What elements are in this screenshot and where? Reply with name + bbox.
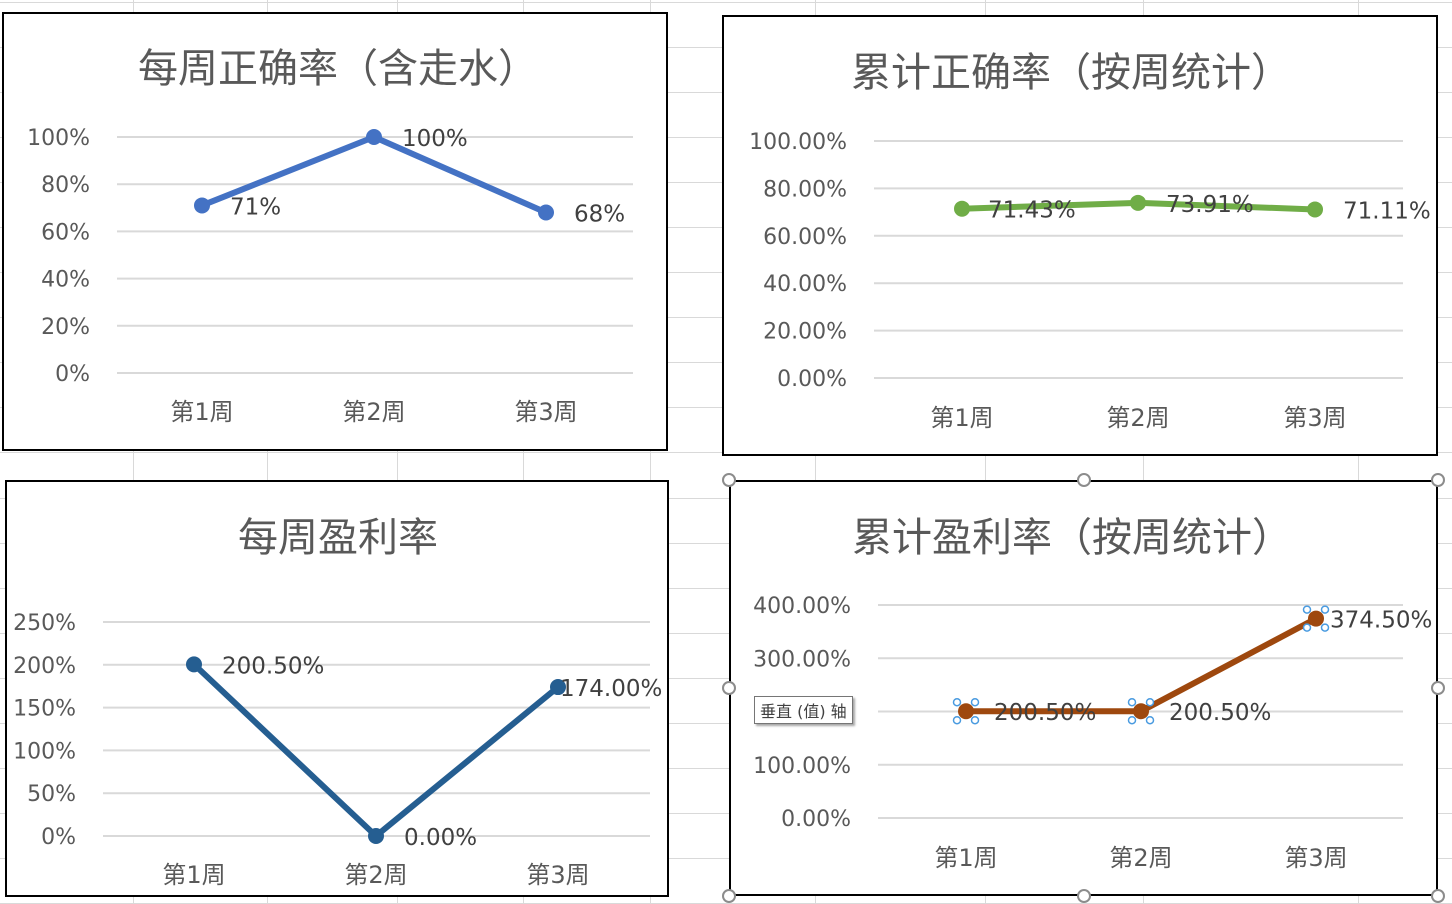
y-tick-label: 60% — [41, 220, 90, 245]
data-label: 0.00% — [404, 825, 477, 851]
data-point-marker[interactable] — [550, 679, 566, 696]
y-tick-label: 150% — [13, 697, 76, 722]
y-tick-label: 250% — [13, 611, 76, 636]
data-label: 200.50% — [994, 700, 1096, 726]
chart-resize-handle[interactable] — [1431, 681, 1445, 695]
data-label: 174.00% — [560, 676, 662, 702]
data-label: 200.50% — [1169, 700, 1271, 726]
point-selection-handle[interactable] — [1127, 715, 1137, 725]
y-tick-label: 0.00% — [777, 367, 847, 392]
point-selection-handle[interactable] — [952, 715, 962, 725]
data-point-marker[interactable] — [186, 656, 202, 673]
x-category-label: 第1周 — [162, 861, 225, 889]
point-selection-handle[interactable] — [952, 697, 962, 707]
chart-resize-handle[interactable] — [1076, 473, 1091, 487]
data-point-marker[interactable] — [1308, 610, 1324, 627]
data-point-marker[interactable] — [366, 129, 382, 145]
chart-plot: 累计正确率（按周统计） 0.00% 20.00% 40.00% 60.00% 80.00%… — [749, 50, 1431, 432]
x-category-label: 第2周 — [1106, 404, 1169, 432]
chart-resize-handle[interactable] — [722, 681, 736, 695]
chart-title[interactable]: 每周盈利率 — [238, 515, 438, 561]
y-tick-label: 200% — [13, 654, 76, 679]
x-category-label: 第1周 — [170, 398, 233, 426]
y-tick-label: 40% — [41, 268, 90, 293]
y-tick-label: 40.00% — [763, 272, 847, 297]
data-point-marker[interactable] — [954, 200, 970, 217]
data-point-marker[interactable] — [1307, 201, 1323, 218]
point-selection-handle[interactable] — [1145, 697, 1155, 707]
chart-title[interactable]: 每周正确率（含走水） — [138, 46, 538, 92]
x-category-label: 第3周 — [514, 398, 577, 426]
y-tick-label: 0% — [55, 362, 90, 387]
data-label: 73.91% — [1166, 192, 1254, 218]
chart-plot: 每周盈利率 0% 50% 100% 150% 200% 250% 第1周 第2周 第3周 200.5… — [13, 515, 662, 889]
data-point-marker[interactable] — [538, 204, 554, 221]
chart-resize-handle[interactable] — [1076, 889, 1091, 903]
y-tick-label: 400.00% — [753, 594, 851, 619]
y-tick-label: 300.00% — [753, 647, 851, 672]
y-tick-label: 20% — [41, 315, 90, 340]
x-category-label: 第2周 — [342, 398, 405, 426]
data-label: 71% — [230, 194, 281, 220]
y-tick-label: 20.00% — [763, 320, 847, 345]
chart-cumulative-profit[interactable]: 累计盈利率（按周统计）0.00%100.00%200.00%300.00%400… — [729, 480, 1438, 896]
chart-title[interactable]: 累计盈利率（按周统计） — [852, 515, 1292, 561]
point-selection-handle[interactable] — [1127, 697, 1137, 707]
chart-resize-handle[interactable] — [722, 473, 736, 487]
data-label: 71.43% — [988, 198, 1076, 224]
y-tick-label: 80.00% — [763, 177, 847, 202]
y-tick-label: 50% — [27, 782, 76, 807]
data-label: 68% — [574, 202, 625, 228]
chart-weekly-profit[interactable]: 每周盈利率 0% 50% 100% 150% 200% 250% 第1周 第2周 第3周 200.5… — [5, 480, 669, 897]
y-tick-label: 0.00% — [781, 807, 851, 832]
data-point-marker[interactable] — [194, 197, 210, 214]
point-selection-handle[interactable] — [970, 715, 980, 725]
x-category-label: 第2周 — [1109, 844, 1172, 872]
y-tick-label: 0% — [41, 825, 76, 850]
y-tick-label: 100.00% — [753, 754, 851, 779]
data-label: 71.11% — [1343, 198, 1431, 224]
data-label: 100% — [402, 126, 468, 152]
x-category-label: 第3周 — [526, 861, 589, 889]
chart-cumulative-accuracy[interactable]: 累计正确率（按周统计） 0.00% 20.00% 40.00% 60.00% 80.00%… — [722, 15, 1438, 456]
x-category-label: 第3周 — [1283, 404, 1346, 432]
chart-weekly-accuracy[interactable]: 每周正确率（含走水） 0% 20% 40% 60% 80% 100% 第1周 第2周 第3周 71%… — [2, 12, 668, 451]
point-selection-handle[interactable] — [970, 697, 980, 707]
axis-tooltip: 垂直 (值) 轴 — [754, 696, 853, 724]
chart-resize-handle[interactable] — [722, 889, 736, 903]
data-point-marker[interactable] — [1130, 194, 1146, 211]
chart-resize-handle[interactable] — [1431, 889, 1445, 903]
point-selection-handle[interactable] — [1320, 605, 1330, 614]
x-category-label: 第1周 — [930, 404, 993, 432]
data-label: 200.50% — [222, 653, 324, 679]
chart-resize-handle[interactable] — [1431, 473, 1445, 487]
y-tick-label: 100% — [13, 739, 76, 764]
data-point-marker[interactable] — [368, 828, 384, 844]
y-tick-label: 80% — [41, 173, 90, 198]
y-tick-label: 60.00% — [763, 225, 847, 250]
chart-plot: 累计盈利率（按周统计）0.00%100.00%200.00%300.00%400… — [753, 515, 1432, 872]
chart-plot: 每周正确率（含走水） 0% 20% 40% 60% 80% 100% 第1周 第2周 第3周 71%… — [27, 46, 633, 426]
data-point-marker[interactable] — [958, 703, 974, 720]
point-selection-handle[interactable] — [1302, 623, 1312, 632]
chart-title[interactable]: 累计正确率（按周统计） — [851, 50, 1291, 96]
x-category-label: 第3周 — [1284, 844, 1347, 872]
x-category-label: 第1周 — [934, 844, 997, 872]
data-point-marker[interactable] — [1133, 703, 1149, 720]
data-label: 374.50% — [1330, 608, 1432, 634]
series-line[interactable] — [966, 615, 1318, 715]
y-tick-label: 100% — [27, 126, 90, 151]
point-selection-handle[interactable] — [1302, 605, 1312, 614]
point-selection-handle[interactable] — [1320, 623, 1330, 632]
point-selection-handle[interactable] — [1145, 715, 1155, 725]
y-tick-label: 100.00% — [749, 130, 847, 155]
x-category-label: 第2周 — [344, 861, 407, 889]
